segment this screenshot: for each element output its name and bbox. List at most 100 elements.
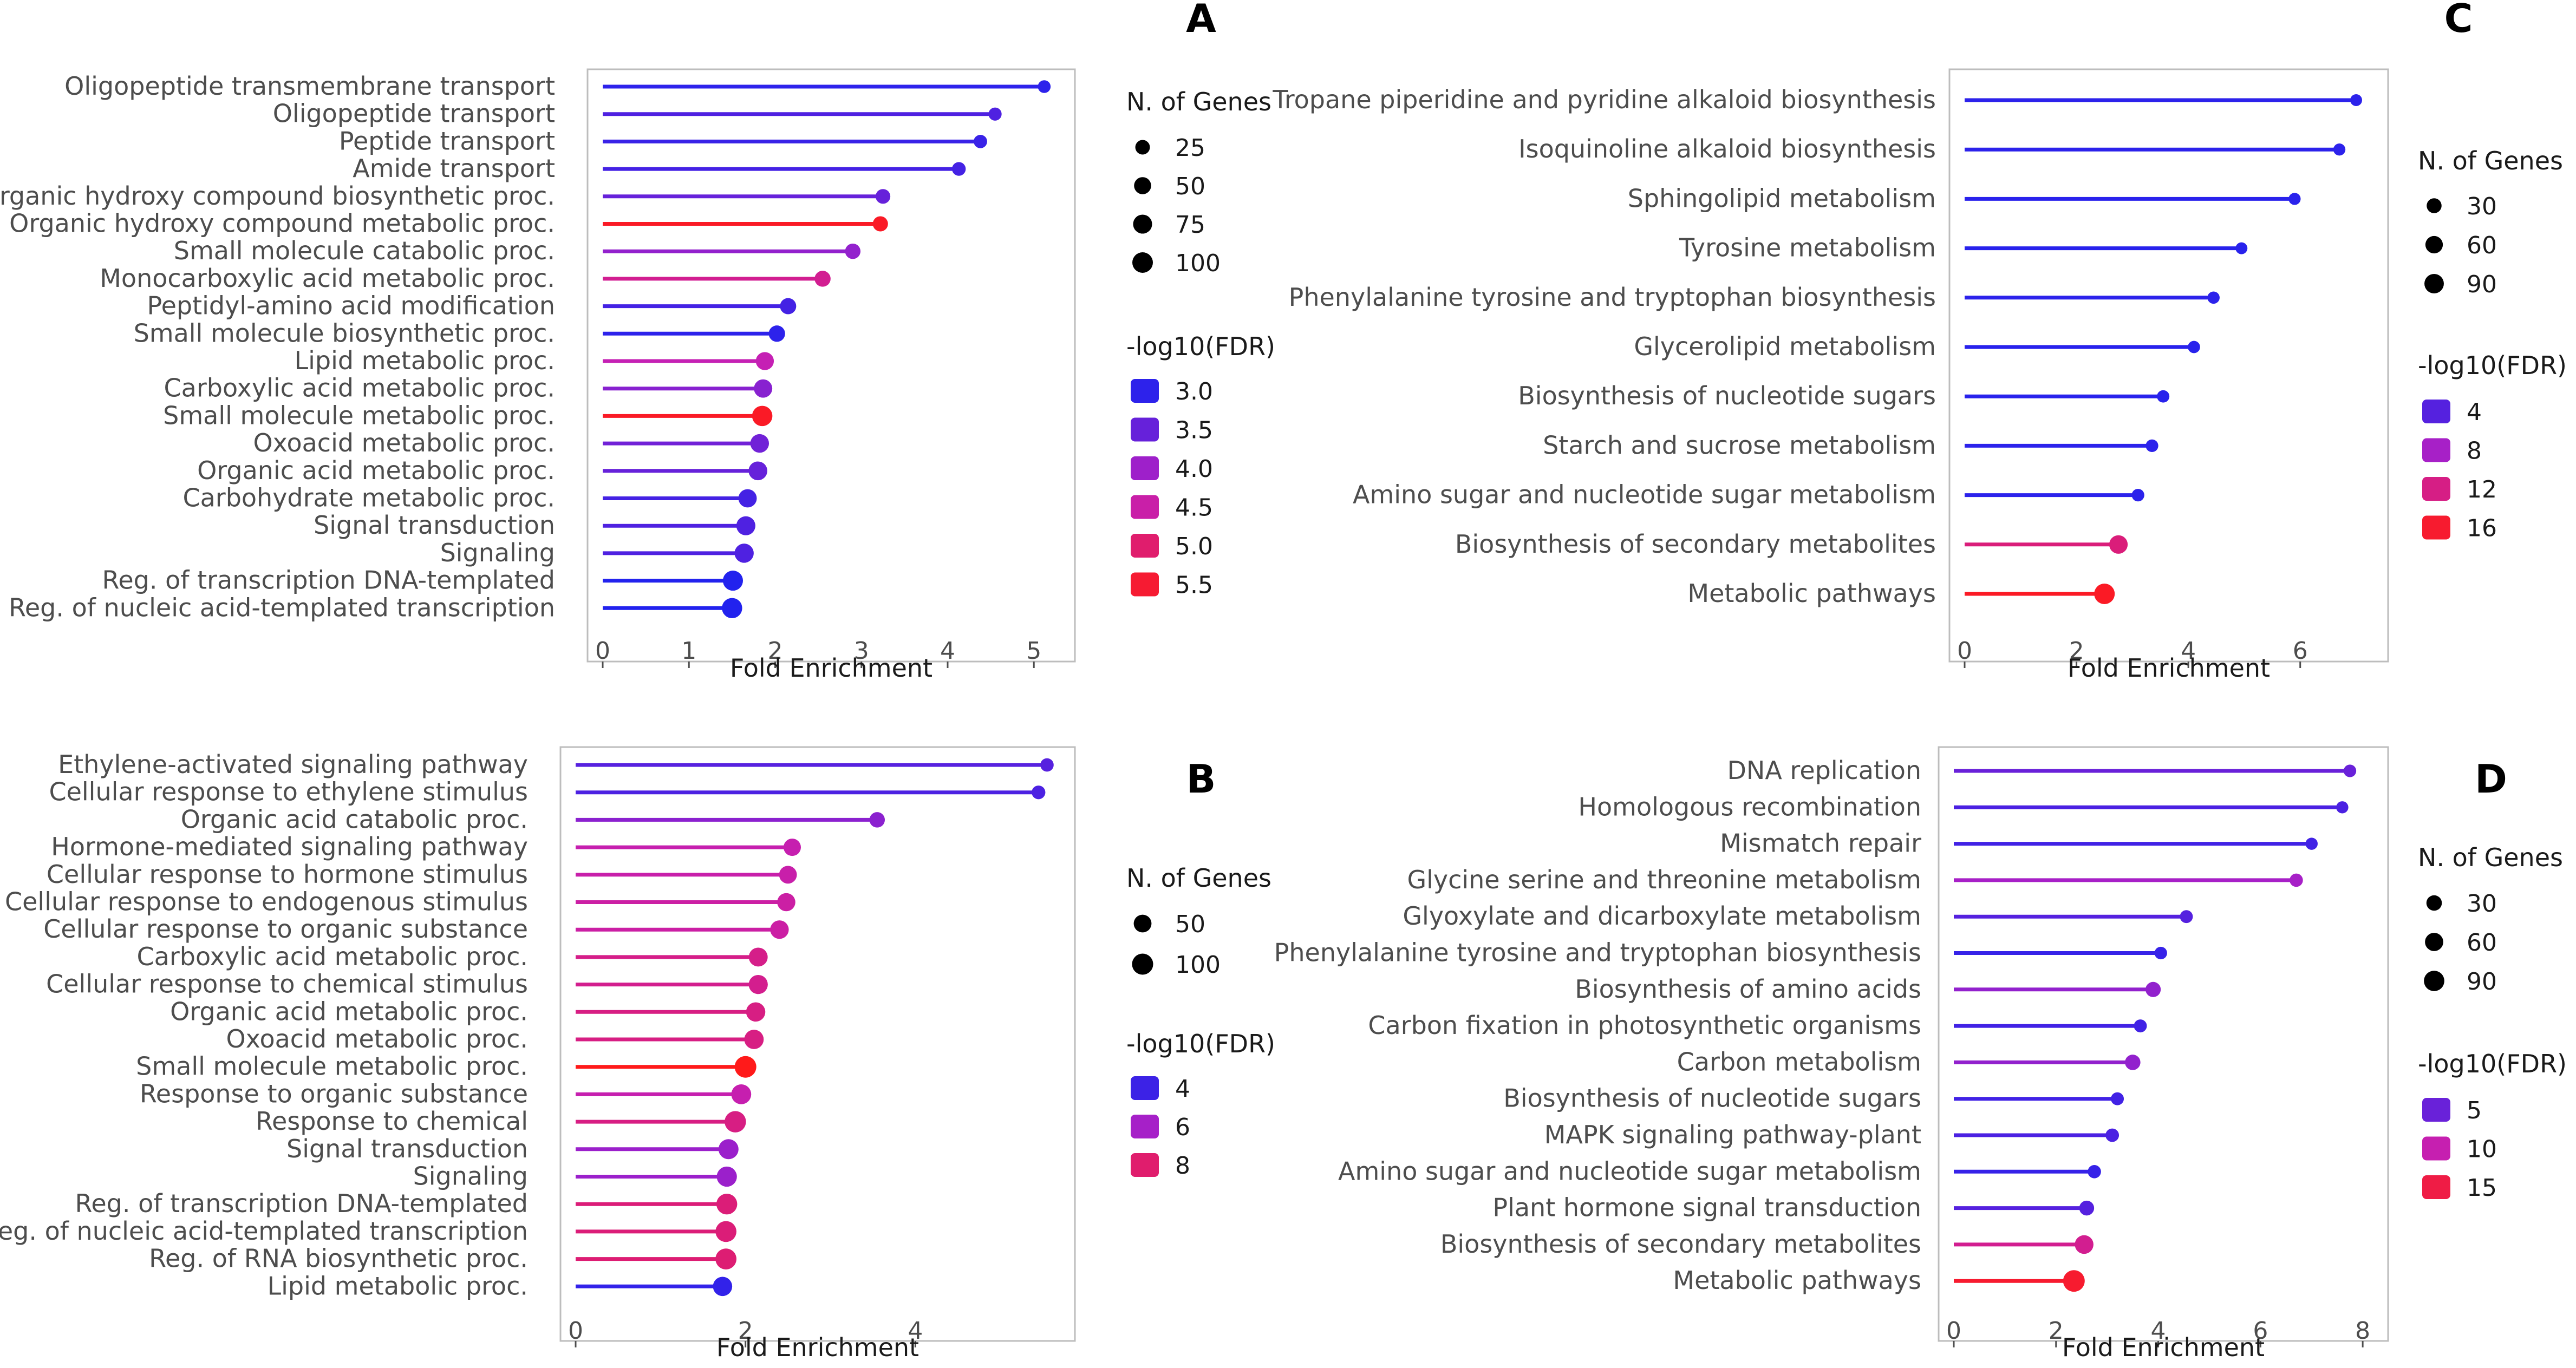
size-legend-label: 90	[2467, 968, 2497, 996]
category-label: Cellular response to chemical stimulus	[46, 970, 528, 999]
size-legend-title: N. of Genes	[2418, 146, 2563, 175]
category-label: Ethylene-activated signaling pathway	[58, 750, 528, 779]
size-legend-title: N. of Genes	[1126, 863, 1271, 893]
size-legend-label: 60	[2467, 232, 2497, 259]
category-label: Oxoacid metabolic proc.	[226, 1024, 528, 1053]
category-label: Oligopeptide transport	[273, 99, 555, 128]
x-tick-label: 6	[2293, 637, 2308, 665]
category-label: Carboxylic acid metabolic proc.	[137, 942, 528, 971]
panel-label: D	[2475, 756, 2507, 802]
size-legend-label: 30	[2467, 890, 2497, 918]
lollipop-point	[746, 1002, 766, 1022]
lollipop-point	[2188, 341, 2200, 354]
lollipop-point	[2134, 1019, 2147, 1033]
panel-c: Tropane piperidine and pyridine alkaloid…	[1272, 0, 2567, 683]
size-legend-title: N. of Genes	[1126, 87, 1271, 116]
lollipop-point	[2180, 910, 2193, 924]
category-label: DNA replication	[1727, 756, 1921, 785]
color-legend-label: 12	[2467, 476, 2497, 503]
lollipop-point	[872, 216, 888, 232]
size-legend-title: N. of Genes	[2418, 843, 2563, 872]
x-axis-title: Fold Enrichment	[2062, 1333, 2265, 1362]
color-legend-label: 4.5	[1175, 494, 1213, 522]
size-legend-dot	[2425, 235, 2443, 254]
size-legend-label: 100	[1175, 951, 1221, 979]
category-label: Phenylalanine tyrosine and tryptophan bi…	[1289, 283, 1936, 312]
lollipop-point	[718, 1139, 739, 1160]
color-legend-key	[2422, 1098, 2450, 1122]
color-legend-key	[1131, 534, 1159, 558]
lollipop-point	[814, 271, 831, 287]
category-label: Cellular response to organic substance	[43, 914, 528, 944]
category-label: Biosynthesis of nucleotide sugars	[1518, 381, 1936, 410]
category-label: Small molecule catabolic proc.	[174, 236, 555, 265]
lollipop-point	[734, 1056, 757, 1078]
category-label: Reg. of nucleic acid-templated transcrip…	[0, 1216, 528, 1246]
category-label: Mismatch repair	[1720, 829, 1921, 858]
x-tick-label: 2	[2049, 1317, 2064, 1345]
lollipop-point	[716, 1193, 738, 1215]
x-tick-label: 4	[908, 1317, 923, 1345]
lollipop-point	[780, 298, 797, 315]
category-label: Monocarboxylic acid metabolic proc.	[100, 264, 555, 293]
x-tick-label: 6	[2253, 1317, 2268, 1345]
category-label: Cellular response to endogenous stimulus	[5, 887, 528, 917]
x-tick-label: 2	[2069, 637, 2084, 665]
lollipop-point	[734, 544, 754, 563]
x-tick-label: 8	[2355, 1317, 2370, 1345]
category-label: Biosynthesis of secondary metabolites	[1455, 529, 1936, 559]
category-label: Glycine serine and threonine metabolism	[1407, 865, 1921, 894]
lollipop-point	[875, 189, 891, 204]
lollipop-point	[2343, 764, 2357, 777]
lollipop-point	[744, 1030, 764, 1049]
lollipop-point	[988, 107, 1002, 121]
panel-label: C	[2444, 0, 2473, 41]
category-label: Carbon metabolism	[1677, 1047, 1921, 1076]
color-legend-label: 5.0	[1175, 533, 1213, 560]
category-label: Lipid metabolic proc.	[267, 1271, 528, 1300]
category-label: Organic acid metabolic proc.	[197, 456, 555, 485]
category-label: Glyoxylate and dicarboxylate metabolism	[1403, 901, 1921, 931]
color-legend-key	[1131, 417, 1159, 442]
size-legend-dot	[2426, 895, 2442, 911]
category-label: Lipid metabolic proc.	[294, 346, 555, 375]
lollipop-point	[2336, 801, 2349, 814]
lollipop-point	[2088, 1165, 2101, 1179]
lollipop-point	[2350, 94, 2362, 106]
category-label: Reg. of nucleic acid-templated transcrip…	[9, 593, 555, 622]
category-label: Glycerolipid metabolism	[1634, 332, 1936, 361]
panel-label: A	[1186, 0, 1216, 41]
lollipop-point	[2145, 981, 2161, 997]
color-legend-key	[2422, 1175, 2450, 1199]
size-legend-dot	[1135, 140, 1150, 155]
panel-label: B	[1186, 756, 1216, 802]
category-label: Metabolic pathways	[1687, 579, 1936, 608]
lollipop-point	[2094, 584, 2115, 604]
x-tick-label: 0	[595, 637, 610, 665]
lollipop-point	[716, 1166, 737, 1187]
category-label: Homologous recombination	[1578, 792, 1921, 821]
lollipop-point	[748, 947, 768, 967]
lollipop-point	[869, 812, 885, 828]
category-label: Amino sugar and nucleotide sugar metabol…	[1338, 1156, 1921, 1186]
lollipop-point	[2131, 488, 2144, 502]
size-legend-dot	[2427, 198, 2442, 213]
lollipop-point	[1040, 758, 1054, 772]
category-label: Small molecule metabolic proc.	[163, 401, 555, 430]
category-label: Hormone-mediated signaling pathway	[51, 832, 528, 861]
size-legend-dot	[1132, 953, 1153, 975]
x-tick-label: 4	[2181, 637, 2196, 665]
plot-frame	[1948, 68, 2389, 663]
color-legend-key	[1131, 1115, 1159, 1138]
category-label: Peptidyl-amino acid modification	[147, 291, 556, 320]
lollipop-point	[974, 135, 987, 148]
category-label: Oxoacid metabolic proc.	[253, 428, 555, 457]
lollipop-point	[2079, 1200, 2095, 1216]
color-legend-title: -log10(FDR)	[1126, 332, 1275, 361]
category-label: Phenylalanine tyrosine and tryptophan bi…	[1274, 938, 1921, 967]
category-label: Carbon fixation in photosynthetic organi…	[1368, 1011, 1921, 1040]
size-legend-label: 25	[1175, 134, 1205, 162]
category-label: Starch and sucrose metabolism	[1543, 430, 1936, 460]
lollipop-point	[722, 598, 742, 619]
color-legend-key	[1131, 456, 1159, 480]
